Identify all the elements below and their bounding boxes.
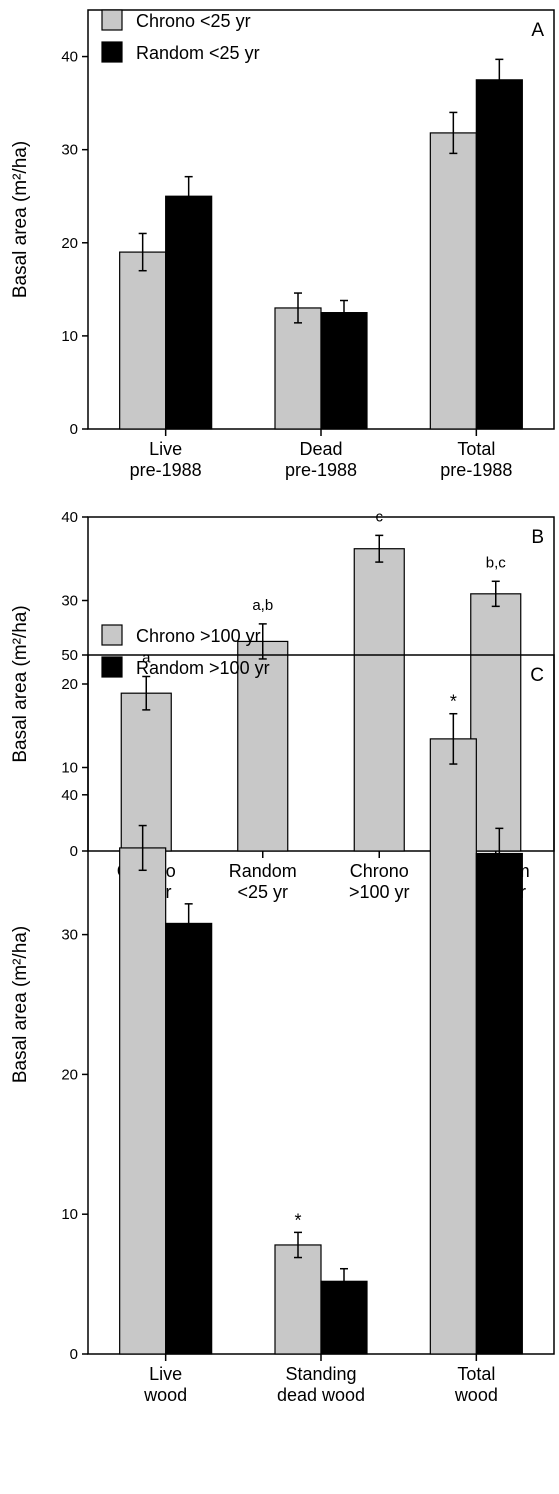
y-tick-label: 30 [61, 593, 78, 610]
category-label: pre-1988 [285, 460, 357, 480]
y-tick-label: 40 [61, 787, 78, 804]
category-label: Dead [299, 439, 342, 459]
y-tick-label: 20 [61, 676, 78, 693]
category-label: pre-1988 [440, 460, 512, 480]
category-label: <25 yr [237, 882, 288, 902]
bar [119, 847, 167, 1355]
category-label: Live [149, 439, 182, 459]
bar [475, 852, 523, 1355]
legend-label: Random >100 yr [136, 658, 270, 678]
y-tick-label: 30 [61, 142, 78, 159]
legend-swatch [101, 656, 123, 678]
y-axis-title: Basal area (m²/ha) [10, 926, 31, 1083]
category-label: >100 yr [349, 882, 410, 902]
panel-letter: A [531, 20, 544, 41]
y-tick-label: 30 [61, 927, 78, 944]
y-tick-label: 0 [70, 843, 78, 860]
category-label: dead wood [277, 1385, 365, 1405]
legend-swatch [101, 41, 123, 63]
category-label: wood [143, 1385, 187, 1405]
bar-annotation: * [450, 692, 457, 712]
legend-swatch [101, 9, 123, 31]
bar [429, 738, 477, 1355]
bar [120, 692, 172, 852]
y-tick-label: 10 [61, 1206, 78, 1223]
legend-label: Chrono >100 yr [136, 626, 261, 646]
y-tick-label: 10 [61, 328, 78, 345]
y-tick-label: 10 [61, 760, 78, 777]
category-label: wood [454, 1385, 498, 1405]
bar [165, 195, 213, 430]
y-tick-label: 0 [70, 1346, 78, 1363]
legend-swatch [101, 624, 123, 646]
bar [470, 593, 522, 852]
bar [165, 922, 213, 1355]
category-label: Total [457, 1364, 495, 1384]
bar-annotation: c [376, 508, 384, 525]
bar [475, 79, 523, 430]
category-label: Live [149, 1364, 182, 1384]
bar [274, 307, 322, 430]
y-axis-title: Basal area (m²/ha) [10, 605, 31, 762]
category-label: Total [457, 439, 495, 459]
bar [320, 312, 368, 430]
category-label: pre-1988 [130, 460, 202, 480]
y-tick-label: 40 [61, 49, 78, 66]
bar [353, 548, 405, 852]
y-tick-label: 20 [61, 235, 78, 252]
panel-letter: C [530, 665, 544, 686]
legend-label: Random <25 yr [136, 43, 260, 63]
bar [429, 132, 477, 430]
category-label: Standing [285, 1364, 356, 1384]
legend-label: Chrono <25 yr [136, 11, 251, 31]
category-label: Chrono [350, 861, 409, 881]
y-tick-label: 0 [70, 421, 78, 438]
y-axis-title: Basal area (m²/ha) [10, 141, 31, 298]
bar-annotation: * [294, 1210, 301, 1230]
bar-annotation: a,b [252, 597, 273, 614]
bar-annotation: b,c [486, 554, 507, 571]
y-tick-label: 50 [61, 647, 78, 664]
bar [119, 251, 167, 430]
bar [274, 1244, 322, 1355]
panel-letter: B [531, 527, 544, 548]
y-tick-label: 20 [61, 1066, 78, 1083]
category-label: Random [229, 861, 297, 881]
bar-annotation: a [142, 649, 151, 666]
y-tick-label: 40 [61, 509, 78, 526]
